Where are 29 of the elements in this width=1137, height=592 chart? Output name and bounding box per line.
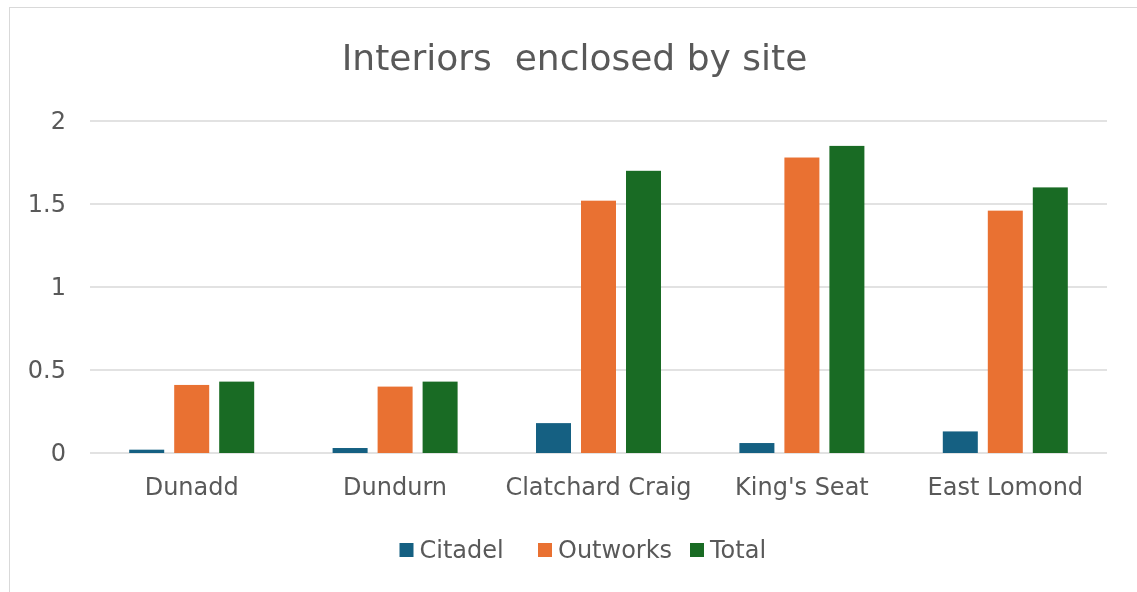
x-tick-label: Clatchard Craig <box>505 473 692 502</box>
legend-label: Outworks <box>558 536 673 565</box>
bar <box>422 381 458 453</box>
bar <box>174 384 210 453</box>
bar <box>942 431 978 453</box>
bar <box>739 443 775 453</box>
bar <box>784 157 820 453</box>
y-tick-label: 0 <box>50 439 66 468</box>
bar <box>332 448 368 453</box>
x-tick-label: East Lomond <box>927 473 1084 502</box>
y-tick-label: 0.5 <box>27 356 66 385</box>
bar <box>377 386 413 453</box>
chart-title: Interiors enclosed by site <box>341 37 808 78</box>
x-tick-label: King's Seat <box>735 473 869 502</box>
bar <box>219 381 255 453</box>
bar <box>581 200 616 453</box>
bar <box>1032 187 1068 453</box>
bar <box>536 423 571 453</box>
x-tick-label: Dundurn <box>343 473 448 502</box>
legend-label: Total <box>709 536 767 565</box>
bar <box>129 449 165 453</box>
bar <box>987 210 1023 453</box>
bar <box>626 170 661 453</box>
y-tick-label: 1.5 <box>27 190 66 219</box>
bar <box>829 145 865 453</box>
x-tick-label: Dunadd <box>144 473 239 502</box>
legend-label: Citadel <box>419 536 504 565</box>
y-tick-label: 1 <box>50 273 66 302</box>
y-tick-label: 2 <box>50 107 66 136</box>
